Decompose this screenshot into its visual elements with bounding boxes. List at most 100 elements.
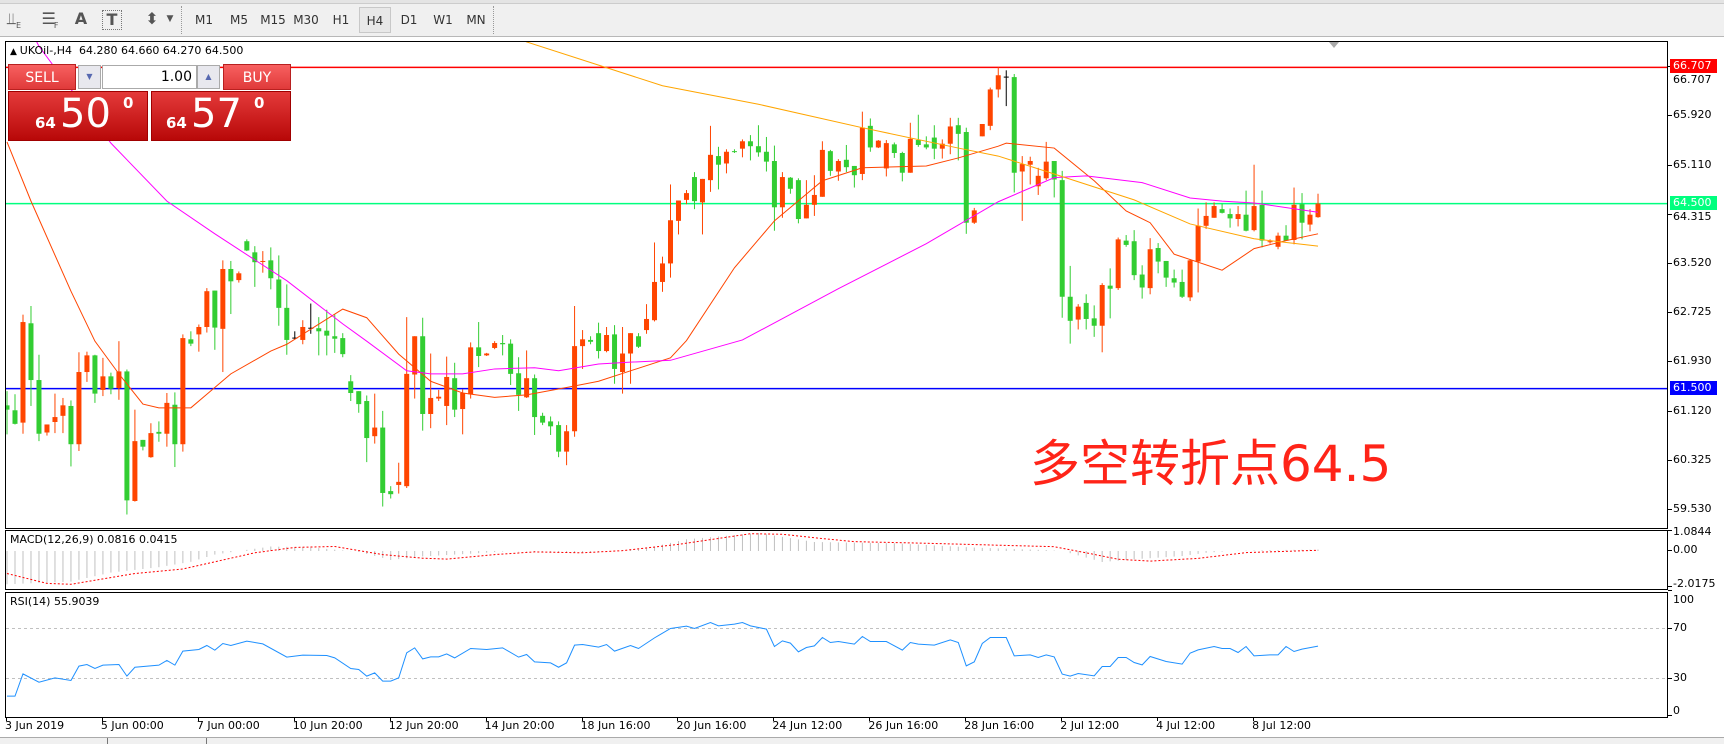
price-axis-label: 61.930 bbox=[1673, 354, 1712, 368]
candle-body bbox=[691, 177, 697, 202]
price-chart-canvas bbox=[6, 42, 1667, 515]
chart-tab[interactable] bbox=[206, 738, 207, 744]
timeframe-w1[interactable]: W1 bbox=[433, 13, 453, 27]
chart-header: ▲ UKOil-,H4 64.280 64.660 64.270 64.500 bbox=[10, 44, 243, 57]
chart-annotation-text[interactable]: 多空转折点64.5 bbox=[1030, 435, 1392, 493]
candle-body bbox=[428, 397, 434, 414]
lot-increase-button[interactable]: ▲ bbox=[197, 65, 220, 89]
price-axis-tick bbox=[1668, 312, 1672, 314]
sell-price-big-figure: 64 bbox=[35, 114, 56, 132]
price-axis-label: 61.120 bbox=[1673, 404, 1712, 418]
elliott-wave-icon[interactable]: ⫫E bbox=[6, 9, 22, 31]
candle-body bbox=[548, 421, 554, 427]
candle-body bbox=[979, 123, 985, 137]
sell-price-button[interactable]: 64 50 0 bbox=[8, 91, 148, 141]
collapse-triangle-icon[interactable]: ▲ bbox=[10, 47, 20, 57]
timeframe-m1[interactable]: M1 bbox=[195, 13, 213, 27]
candle-body bbox=[612, 334, 618, 369]
candle-body bbox=[44, 424, 50, 433]
chart-tabs-bar bbox=[0, 737, 1724, 744]
price-axis-tick bbox=[1668, 460, 1672, 462]
candle-body bbox=[116, 371, 122, 389]
price-axis-tick bbox=[1668, 509, 1672, 511]
candle-body bbox=[1147, 249, 1153, 289]
price-axis-tick bbox=[1668, 361, 1672, 363]
candle-body bbox=[372, 427, 378, 437]
text-label-icon[interactable]: A bbox=[74, 9, 88, 28]
arrows-icon[interactable]: ⬍ bbox=[145, 9, 159, 28]
time-axis-tick bbox=[197, 717, 199, 721]
buy-button[interactable]: BUY bbox=[223, 64, 291, 90]
sell-button[interactable]: SELL bbox=[8, 64, 76, 90]
candle-body bbox=[468, 347, 474, 395]
macd-axis-label: 1.0844 bbox=[1673, 525, 1712, 539]
candle-body bbox=[92, 355, 98, 394]
candle-body bbox=[1251, 206, 1257, 231]
fibonacci-icon[interactable]: ☰F bbox=[41, 9, 59, 31]
rsi-indicator-window[interactable]: RSI(14) 55.9039 bbox=[5, 592, 1668, 718]
shift-marker-icon[interactable] bbox=[1329, 42, 1339, 48]
horizontal-line-label: 61.500 bbox=[1670, 380, 1717, 395]
candle-body bbox=[1027, 161, 1033, 165]
candle-body bbox=[524, 378, 530, 398]
candle-body bbox=[883, 143, 889, 169]
candle-body bbox=[124, 371, 130, 501]
candle-body bbox=[348, 381, 354, 394]
candle-body bbox=[1259, 204, 1265, 241]
macd-axis-tick bbox=[1668, 550, 1672, 551]
time-axis-tick bbox=[1253, 717, 1255, 721]
macd-indicator-window[interactable]: MACD(12,26,9) 0.0816 0.0415 bbox=[5, 530, 1668, 590]
rsi-axis-label: 100 bbox=[1673, 593, 1694, 606]
candle-body bbox=[707, 154, 713, 181]
candle-body bbox=[1299, 204, 1305, 223]
time-axis-label: 8 Jul 12:00 bbox=[1252, 719, 1312, 732]
time-axis-tick bbox=[485, 717, 487, 721]
candle-body bbox=[1139, 274, 1145, 288]
candle-body bbox=[1155, 248, 1161, 262]
candle-body bbox=[859, 127, 865, 174]
timeframe-h1[interactable]: H1 bbox=[332, 13, 350, 27]
candle-body bbox=[276, 279, 282, 308]
candle-body bbox=[540, 415, 546, 423]
candle-body bbox=[787, 177, 793, 189]
lot-size-input[interactable]: 1.00 bbox=[102, 65, 197, 89]
candle-body bbox=[899, 152, 905, 173]
candle-body bbox=[1179, 281, 1185, 297]
moving-average-line bbox=[36, 42, 1319, 375]
candle-body bbox=[188, 339, 194, 344]
timeframe-m30[interactable]: M30 bbox=[293, 13, 319, 27]
timeframe-h4[interactable]: H4 bbox=[359, 7, 391, 33]
buy-price-fraction: 0 bbox=[254, 94, 265, 112]
candle-body bbox=[132, 441, 138, 501]
timeframe-d1[interactable]: D1 bbox=[400, 13, 418, 27]
candle-body bbox=[484, 353, 490, 356]
candle-body bbox=[731, 151, 737, 153]
candle-body bbox=[875, 140, 881, 148]
timeframe-mn[interactable]: MN bbox=[466, 13, 486, 27]
candle-body bbox=[556, 425, 562, 452]
candle-body bbox=[1115, 239, 1121, 289]
candle-body bbox=[316, 328, 322, 332]
candle-body bbox=[1123, 240, 1129, 245]
candle-body bbox=[660, 263, 666, 282]
timeframe-m15[interactable]: M15 bbox=[260, 13, 286, 27]
text-box-icon[interactable]: T bbox=[102, 10, 122, 30]
candle-body bbox=[819, 149, 825, 197]
macd-axis-label: -2.0175 bbox=[1673, 577, 1716, 591]
chevron-down-icon[interactable]: ▼ bbox=[166, 14, 174, 24]
sell-price-fraction: 0 bbox=[123, 94, 134, 112]
candle-body bbox=[1075, 306, 1081, 320]
candle-body bbox=[1035, 175, 1041, 187]
lot-decrease-button[interactable]: ▼ bbox=[78, 65, 101, 89]
chart-tab[interactable] bbox=[107, 738, 108, 744]
buy-price-button[interactable]: 64 57 0 bbox=[151, 91, 291, 141]
candle-body bbox=[68, 405, 74, 445]
candle-body bbox=[675, 200, 681, 221]
timeframe-m5[interactable]: M5 bbox=[230, 13, 248, 27]
candle-body bbox=[1067, 296, 1073, 321]
time-axis-tick bbox=[965, 717, 967, 721]
macd-canvas bbox=[6, 533, 1319, 585]
toolbar-separator bbox=[493, 6, 496, 34]
candle-body bbox=[1171, 278, 1177, 283]
candle-body bbox=[907, 138, 913, 173]
